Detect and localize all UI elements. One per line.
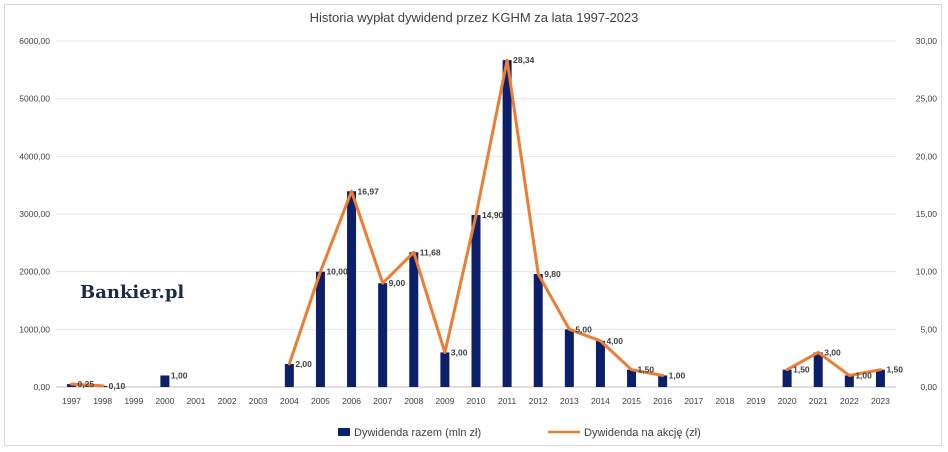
x-tick-label: 2015 xyxy=(622,396,641,406)
y-left-tick-label: 5000,00 xyxy=(19,94,50,104)
data-label-2014: 4,00 xyxy=(606,336,623,346)
bar-series xyxy=(67,60,885,388)
bar-2020 xyxy=(782,369,792,387)
data-label-2015: 1,50 xyxy=(638,365,655,375)
data-label-2016: 1,00 xyxy=(669,370,686,380)
y-right-tick-label: 10,00 xyxy=(916,267,938,277)
y-axis-left: 0,00 1000,00 2000,00 3000,00 4000,00 5000,00 6… xyxy=(19,36,50,392)
data-label-2020: 1,50 xyxy=(793,365,810,375)
legend-label-bars: Dywidenda razem (mln zł) xyxy=(354,427,481,439)
y-right-tick-label: 0,00 xyxy=(920,382,937,392)
y-right-tick-label: 20,00 xyxy=(916,151,938,161)
x-tick-label: 2000 xyxy=(155,396,174,406)
data-label-2010: 14,90 xyxy=(482,210,504,220)
y-left-tick-label: 1000,00 xyxy=(19,324,50,334)
gridlines xyxy=(56,40,896,388)
x-tick-label: 2004 xyxy=(280,396,299,406)
bar-2011 xyxy=(502,60,512,388)
dividend-per-share-line xyxy=(785,350,882,377)
x-tick-label: 2002 xyxy=(218,396,237,406)
x-tick-label: 2023 xyxy=(871,396,890,406)
data-label-2007: 9,00 xyxy=(389,278,406,288)
x-tick-label: 2017 xyxy=(684,396,703,406)
bar-2014 xyxy=(595,340,605,387)
x-tick-label: 1998 xyxy=(93,396,112,406)
bar-2005 xyxy=(315,271,325,387)
bar-2012 xyxy=(533,273,543,387)
data-label-2008: 11,68 xyxy=(420,247,441,257)
data-label-2012: 9,80 xyxy=(544,269,561,279)
data-label-1998: 0,10 xyxy=(109,381,126,391)
x-tick-label: 2005 xyxy=(311,396,330,406)
x-tick-label: 2022 xyxy=(840,396,859,406)
y-left-tick-label: 3000,00 xyxy=(19,209,50,219)
data-label-2011: 28,34 xyxy=(513,55,535,65)
x-tick-label: 1997 xyxy=(62,396,81,406)
data-label-2005: 10,00 xyxy=(326,267,348,277)
legend: Dywidenda razem (mln zł) Dywidenda na ak… xyxy=(338,427,701,439)
data-label-2022: 1,00 xyxy=(855,370,872,380)
x-tick-label: 1999 xyxy=(124,396,143,406)
dividend-per-share-line xyxy=(70,382,105,388)
y-left-tick-label: 4000,00 xyxy=(19,151,50,161)
bar-2022 xyxy=(844,375,854,387)
x-tick-label: 2003 xyxy=(249,396,268,406)
bankier-logo: Bankier.pl xyxy=(80,282,184,303)
bar-2006 xyxy=(347,191,357,387)
data-label-2023: 1,50 xyxy=(886,365,903,375)
bar-2007 xyxy=(378,283,388,387)
data-label-2000: 1,00 xyxy=(171,370,188,380)
legend-swatch-bars xyxy=(338,428,350,436)
bar-2016 xyxy=(658,375,668,387)
y-right-tick-label: 25,00 xyxy=(916,94,938,104)
y-left-tick-label: 0,00 xyxy=(33,382,50,392)
x-tick-label: 2008 xyxy=(404,396,423,406)
data-label-2006: 16,97 xyxy=(358,186,380,196)
x-tick-label: 2010 xyxy=(467,396,486,406)
x-axis: 1997 1998 1999 2000 2001 2002 2003 2004 2005 2006… xyxy=(62,396,890,406)
x-tick-label: 2019 xyxy=(747,396,766,406)
x-tick-label: 2013 xyxy=(560,396,579,406)
x-tick-label: 2007 xyxy=(373,396,392,406)
data-label-2013: 5,00 xyxy=(575,324,592,334)
bar-2023 xyxy=(875,369,885,387)
x-tick-label: 2012 xyxy=(529,396,548,406)
data-label-1997: 0,25 xyxy=(78,379,95,389)
y-left-tick-label: 6000,00 xyxy=(19,36,50,46)
data-labels: 0,25 0,10 1,00 2,00 10,00 16,97 9,00 11,68 3,00 1… xyxy=(78,55,904,391)
bar-2004 xyxy=(284,363,294,387)
dividend-per-share-line xyxy=(287,58,665,377)
data-label-2009: 3,00 xyxy=(451,347,468,357)
bar-2008 xyxy=(409,252,419,387)
x-tick-label: 2009 xyxy=(435,396,454,406)
bar-2010 xyxy=(471,215,481,387)
y-right-tick-label: 15,00 xyxy=(916,209,938,219)
bar-2021 xyxy=(813,352,823,387)
y-right-tick-label: 5,00 xyxy=(920,324,937,334)
bar-2000 xyxy=(160,375,170,387)
x-tick-label: 2016 xyxy=(653,396,672,406)
x-tick-label: 2001 xyxy=(187,396,206,406)
bar-2015 xyxy=(627,369,637,387)
x-tick-label: 2020 xyxy=(778,396,797,406)
y-left-tick-label: 2000,00 xyxy=(19,267,50,277)
x-tick-label: 2018 xyxy=(715,396,734,406)
data-label-2004: 2,00 xyxy=(295,359,312,369)
x-tick-label: 2014 xyxy=(591,396,610,406)
bar-2013 xyxy=(564,329,574,387)
data-label-2021: 3,00 xyxy=(824,347,841,357)
bar-2009 xyxy=(440,352,450,387)
x-tick-label: 2021 xyxy=(809,396,828,406)
x-tick-label: 2011 xyxy=(498,396,517,406)
y-right-tick-label: 30,00 xyxy=(916,36,938,46)
y-axis-right: 0,00 5,00 10,00 15,00 20,00 25,00 30,00 xyxy=(916,36,938,392)
line-series xyxy=(70,58,882,388)
chart-frame xyxy=(4,4,942,446)
chart-title: Historia wypłat dywidend przez KGHM za l… xyxy=(310,10,639,25)
legend-label-line: Dywidenda na akcję (zł) xyxy=(584,427,701,439)
x-tick-label: 2006 xyxy=(342,396,361,406)
